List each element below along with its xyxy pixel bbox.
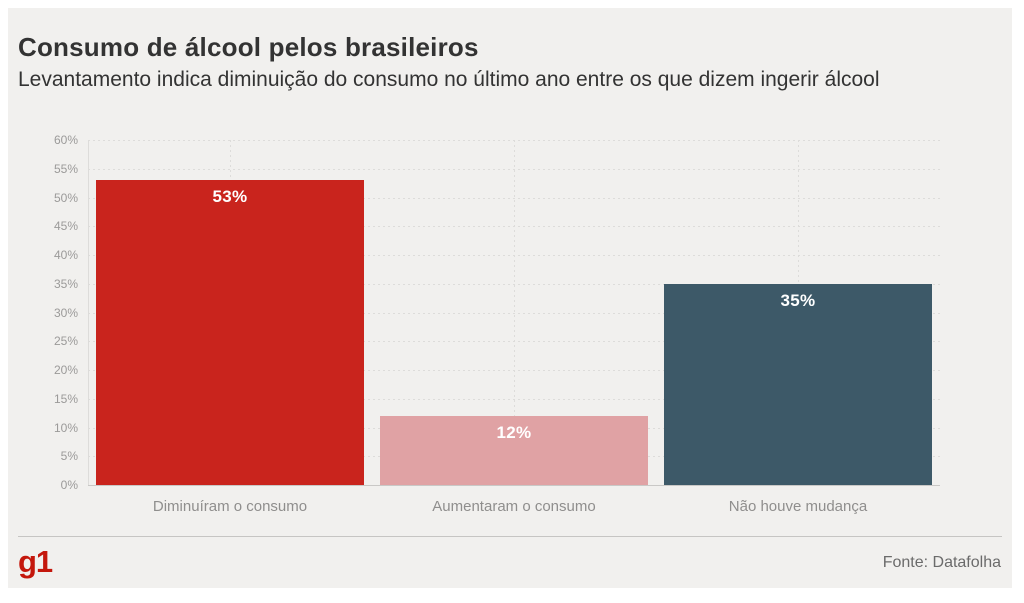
y-axis-tick-label: 25% (53, 334, 78, 349)
source-text: Fonte: Datafolha (882, 554, 1001, 571)
chart-subtitle: Levantamento indica diminuição do consum… (18, 68, 880, 91)
bar-chart: 0% 5% 10% 15% 20% 25% 30% 35% 40% 45% 50% 55% 60% 53%… (8, 8, 1012, 588)
chart-title: Consumo de álcool pelos brasileiros (18, 32, 479, 62)
y-axis-tick-label: 60% (53, 133, 78, 147)
footer-divider (18, 536, 1002, 537)
bar-value-label: 12% (496, 423, 532, 442)
y-axis-tick-label: 15% (53, 391, 78, 406)
gridline-vertical (514, 140, 515, 485)
bar-value-label: 35% (780, 290, 816, 310)
y-axis-tick-label: 20% (53, 363, 78, 377)
y-axis-tick-label: 0% (60, 478, 78, 492)
y-axis-tick-label: 35% (53, 276, 78, 291)
bar-1: 53% (96, 180, 364, 485)
y-axis-tick-label: 30% (53, 305, 78, 320)
x-axis-line (88, 485, 940, 486)
bar-3: 35% (664, 283, 932, 485)
y-axis-tick-label: 40% (53, 248, 78, 262)
y-axis-tick-label: 5% (60, 449, 78, 464)
category-label: Não houve mudança (728, 498, 868, 515)
y-axis-tick-label: 10% (53, 420, 78, 435)
chart-card: Consumo de álcool pelos brasileiros Leva… (8, 8, 1012, 588)
y-axis-tick-label: 45% (53, 219, 78, 234)
y-axis-tick-label: 55% (53, 161, 78, 176)
y-axis-tick-label: 50% (53, 190, 78, 205)
bar-value-label: 53% (212, 187, 248, 207)
g1-logo: g1 (18, 544, 53, 579)
bar-2: 12% (380, 416, 648, 485)
category-label: Diminuíram o consumo (152, 498, 308, 515)
y-axis-line (88, 140, 89, 485)
category-label: Aumentaram o consumo (432, 498, 596, 515)
